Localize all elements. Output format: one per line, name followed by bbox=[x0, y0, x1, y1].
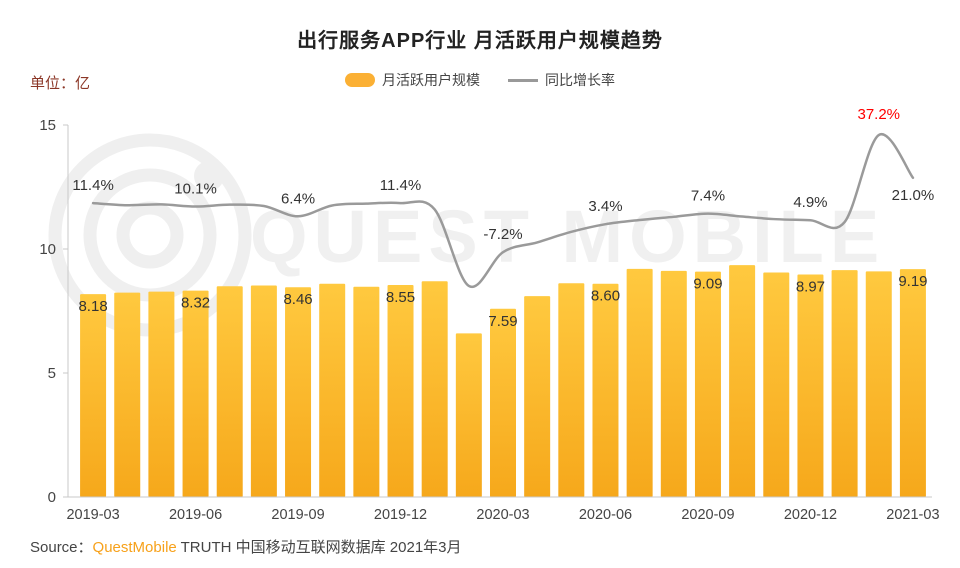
growth-rate-label: 4.9% bbox=[793, 194, 827, 211]
bar bbox=[421, 281, 448, 497]
legend-item-mau: 月活跃用户规模 bbox=[345, 70, 480, 90]
growth-rate-label: -7.2% bbox=[483, 226, 522, 243]
bar bbox=[114, 292, 141, 497]
bar bbox=[865, 271, 892, 497]
legend-label-growth: 同比增长率 bbox=[545, 72, 615, 88]
bar bbox=[899, 269, 926, 497]
bar bbox=[80, 294, 107, 497]
bar bbox=[660, 270, 687, 497]
x-tick-label: 2021-03 bbox=[886, 507, 939, 523]
bar-value-label: 8.46 bbox=[283, 291, 312, 308]
bar bbox=[455, 333, 482, 497]
bar bbox=[729, 265, 756, 497]
legend-label-mau: 月活跃用户规模 bbox=[382, 72, 480, 88]
growth-rate-label: 10.1% bbox=[174, 181, 217, 198]
bar-value-label: 8.55 bbox=[386, 289, 415, 306]
bar-swatch-icon bbox=[345, 73, 375, 87]
chart-canvas: 0 5 10 15 2019-03 2019-06 2019-09 2019-12 2020-0… bbox=[39, 106, 939, 523]
y-tick-label: 0 bbox=[48, 489, 56, 506]
x-tick-label: 2020-06 bbox=[579, 507, 632, 523]
bar bbox=[763, 272, 790, 497]
x-tick-label: 2019-12 bbox=[374, 507, 427, 523]
bar-value-label: 8.32 bbox=[181, 295, 210, 312]
bar-value-label: 9.19 bbox=[898, 273, 927, 290]
bar-series bbox=[80, 265, 926, 497]
bar bbox=[558, 283, 585, 497]
bar bbox=[592, 283, 619, 497]
bar bbox=[285, 287, 312, 497]
y-tick-label: 10 bbox=[39, 241, 56, 258]
source-prefix: Source： bbox=[30, 539, 93, 556]
bar bbox=[490, 308, 516, 497]
bar bbox=[387, 284, 414, 497]
bar-value-label: 8.60 bbox=[591, 288, 620, 305]
growth-rate-label: 11.4% bbox=[380, 177, 421, 194]
bar-value-label: 7.59 bbox=[488, 313, 517, 330]
chart-area: 0 5 10 15 2019-03 2019-06 2019-09 2019-12 2020-0… bbox=[0, 100, 960, 550]
legend-item-growth: 同比增长率 bbox=[508, 70, 615, 90]
source-rest: TRUTH 中国移动互联网数据库 2021年3月 bbox=[176, 539, 462, 556]
bar bbox=[250, 285, 277, 497]
x-tick-label: 2019-06 bbox=[169, 507, 222, 523]
x-tick-label: 2020-12 bbox=[784, 507, 837, 523]
growth-rate-label: 11.4% bbox=[72, 177, 113, 194]
unit-label: 单位：亿 bbox=[30, 75, 91, 92]
bar-value-label: 9.09 bbox=[693, 276, 722, 293]
bar-value-label: 8.97 bbox=[796, 279, 825, 296]
source-brand: QuestMobile bbox=[92, 539, 177, 556]
legend: 月活跃用户规模 同比增长率 bbox=[0, 70, 960, 90]
bar bbox=[353, 286, 380, 497]
y-tick-label: 15 bbox=[39, 117, 56, 134]
growth-rate-label: 3.4% bbox=[588, 198, 622, 215]
line-swatch-icon bbox=[508, 78, 538, 82]
trend-line bbox=[91, 133, 915, 289]
x-tick-label: 2019-09 bbox=[271, 507, 324, 523]
bar bbox=[319, 283, 346, 497]
page-title: 出行服务APP行业 月活跃用户规模趋势 bbox=[297, 30, 663, 52]
growth-rate-label: 7.4% bbox=[691, 188, 725, 205]
growth-rate-label: 21.0% bbox=[892, 187, 935, 204]
bar bbox=[182, 290, 209, 497]
bar bbox=[626, 268, 653, 497]
bar bbox=[524, 296, 551, 497]
bar bbox=[694, 271, 721, 497]
x-tick-label: 2020-03 bbox=[476, 507, 529, 523]
bar bbox=[831, 270, 858, 497]
growth-rate-label: 37.2% bbox=[857, 106, 900, 123]
bar bbox=[148, 291, 175, 497]
x-tick-label: 2020-09 bbox=[681, 507, 734, 523]
growth-rate-label: 6.4% bbox=[281, 190, 315, 207]
bar bbox=[797, 274, 824, 497]
y-tick-label: 5 bbox=[48, 365, 56, 382]
x-tick-label: 2019-03 bbox=[66, 507, 119, 523]
source-line: Source：QuestMobile TRUTH 中国移动互联网数据库 2021… bbox=[30, 536, 462, 557]
bar-value-label: 8.18 bbox=[78, 298, 107, 315]
bar bbox=[216, 286, 243, 497]
